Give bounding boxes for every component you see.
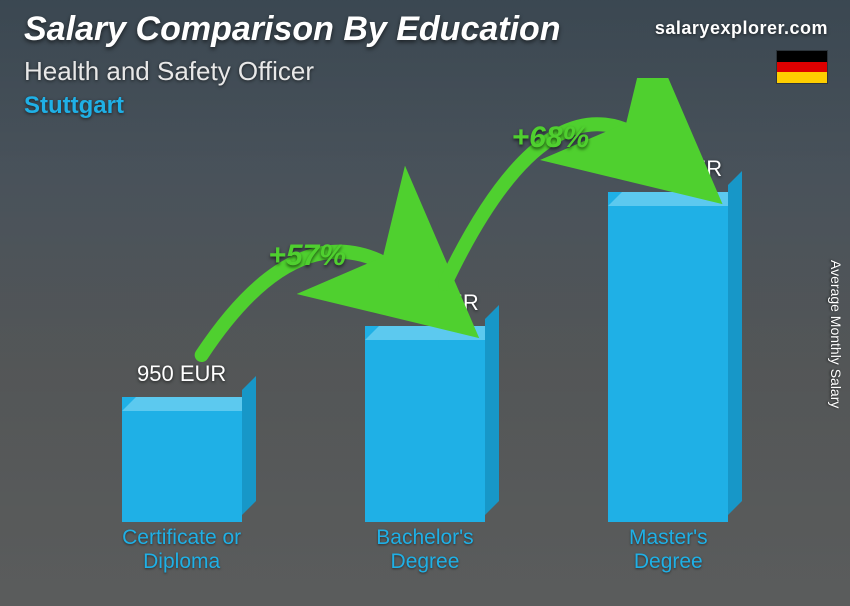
bar-label: Master'sDegree [568, 526, 768, 574]
bar-label: Bachelor'sDegree [325, 526, 525, 574]
infographic-canvas: Salary Comparison By Education Health an… [0, 0, 850, 606]
labels-container: Certificate orDiploma Bachelor'sDegree Mas… [60, 522, 790, 578]
bar-group: 1,490 EUR [335, 290, 515, 522]
bar-value: 950 EUR [137, 361, 226, 387]
bar-group: 2,510 EUR [578, 156, 758, 522]
bar-group: 950 EUR [92, 361, 272, 522]
bar-value: 2,510 EUR [615, 156, 723, 182]
bar-label: Certificate orDiploma [82, 526, 282, 574]
watermark-text: salaryexplorer.com [655, 18, 828, 39]
bar-chart: 950 EUR 1,490 EUR 2,510 EUR Certificate or… [60, 78, 790, 578]
increase-percentage: +57% [268, 239, 346, 273]
bar-value: 1,490 EUR [371, 290, 479, 316]
chart-title: Salary Comparison By Education [24, 10, 561, 49]
y-axis-label: Average Monthly Salary [828, 260, 844, 408]
bars-container: 950 EUR 1,490 EUR 2,510 EUR [60, 82, 790, 522]
increase-percentage: +68% [512, 121, 590, 155]
